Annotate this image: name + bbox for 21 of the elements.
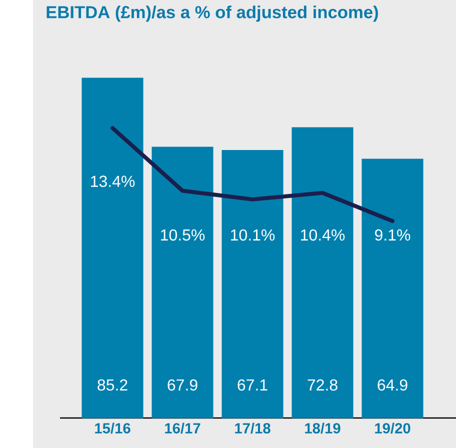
x-tick-label: 17/18 bbox=[235, 422, 270, 434]
data-label: 67.1 bbox=[238, 379, 268, 391]
data-label: 10.5% bbox=[161, 229, 205, 241]
data-label: 9.1% bbox=[375, 229, 410, 241]
x-tick-label: 16/17 bbox=[165, 422, 200, 434]
chart-title: EBITDA (£m)/as a % of adjusted income) bbox=[46, 6, 378, 22]
bar bbox=[362, 158, 424, 418]
bar bbox=[152, 146, 214, 418]
data-label: 10.1% bbox=[231, 229, 275, 241]
x-tick-label: 18/19 bbox=[305, 422, 340, 434]
bar bbox=[222, 150, 284, 418]
data-label: 67.9 bbox=[168, 379, 198, 391]
data-label: 10.4% bbox=[301, 229, 345, 241]
data-label: 64.9 bbox=[378, 379, 408, 391]
data-label: 13.4% bbox=[91, 176, 135, 187]
data-label: 72.8 bbox=[308, 379, 338, 391]
bar bbox=[82, 78, 144, 418]
data-label: 85.2 bbox=[98, 379, 128, 391]
x-tick-label: 19/20 bbox=[375, 422, 410, 434]
bar bbox=[292, 127, 354, 418]
x-tick-label: 15/16 bbox=[95, 422, 130, 434]
